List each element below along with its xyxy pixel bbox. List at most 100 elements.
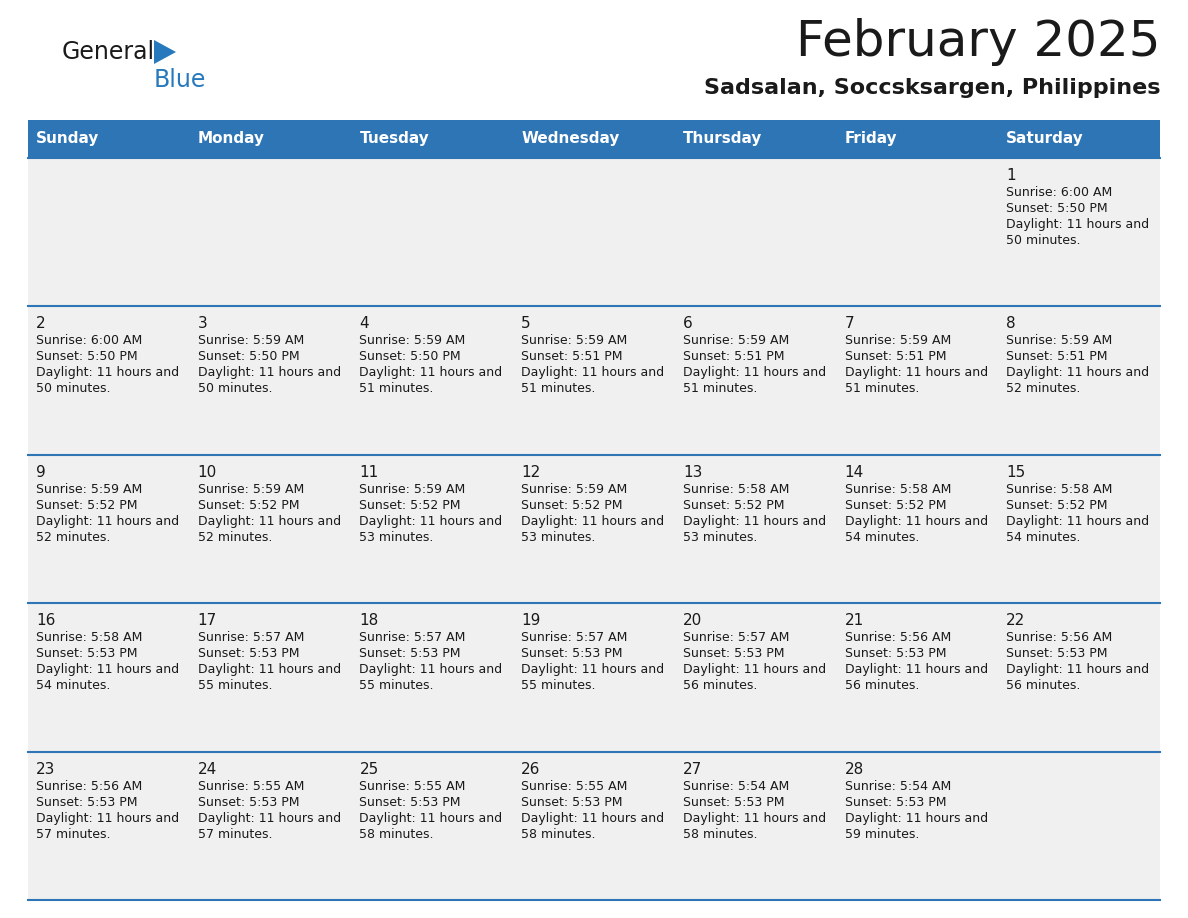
Text: Sunset: 5:52 PM: Sunset: 5:52 PM (522, 498, 623, 512)
Text: Sunrise: 5:57 AM: Sunrise: 5:57 AM (197, 632, 304, 644)
Text: 15: 15 (1006, 465, 1025, 480)
Text: 12: 12 (522, 465, 541, 480)
Text: 57 minutes.: 57 minutes. (197, 828, 272, 841)
Bar (836, 120, 998, 158)
Text: 17: 17 (197, 613, 217, 628)
Text: Thursday: Thursday (683, 131, 763, 147)
Bar (29, 307, 1159, 454)
Text: Daylight: 11 hours and: Daylight: 11 hours and (197, 366, 341, 379)
Text: 18: 18 (360, 613, 379, 628)
Text: Sunset: 5:53 PM: Sunset: 5:53 PM (36, 796, 138, 809)
Text: Daylight: 11 hours and: Daylight: 11 hours and (845, 812, 987, 824)
Text: 56 minutes.: 56 minutes. (1006, 679, 1081, 692)
Text: 5: 5 (522, 317, 531, 331)
Text: 55 minutes.: 55 minutes. (360, 679, 434, 692)
Bar (352, 120, 513, 158)
Text: Sunrise: 5:58 AM: Sunrise: 5:58 AM (845, 483, 950, 496)
Text: Sunrise: 5:59 AM: Sunrise: 5:59 AM (197, 334, 304, 347)
Text: General: General (62, 40, 156, 64)
Text: Daylight: 11 hours and: Daylight: 11 hours and (36, 366, 179, 379)
Text: Daylight: 11 hours and: Daylight: 11 hours and (845, 366, 987, 379)
Bar (998, 120, 1159, 158)
Text: Sunset: 5:52 PM: Sunset: 5:52 PM (360, 498, 461, 512)
Text: 4: 4 (360, 317, 369, 331)
Text: Sunset: 5:52 PM: Sunset: 5:52 PM (845, 498, 946, 512)
Text: Sunrise: 5:59 AM: Sunrise: 5:59 AM (197, 483, 304, 496)
Text: Sunrise: 5:59 AM: Sunrise: 5:59 AM (522, 334, 627, 347)
Text: 55 minutes.: 55 minutes. (522, 679, 595, 692)
Text: Sunrise: 5:56 AM: Sunrise: 5:56 AM (845, 632, 950, 644)
Text: 52 minutes.: 52 minutes. (197, 531, 272, 543)
Text: Sunrise: 5:56 AM: Sunrise: 5:56 AM (36, 779, 143, 792)
Text: Sunset: 5:53 PM: Sunset: 5:53 PM (360, 647, 461, 660)
Text: Sunset: 5:51 PM: Sunset: 5:51 PM (683, 351, 784, 364)
Bar (29, 158, 1159, 307)
Text: Daylight: 11 hours and: Daylight: 11 hours and (522, 515, 664, 528)
Text: 54 minutes.: 54 minutes. (1006, 531, 1081, 543)
Text: Daylight: 11 hours and: Daylight: 11 hours and (683, 366, 826, 379)
Text: Sunrise: 5:55 AM: Sunrise: 5:55 AM (360, 779, 466, 792)
Text: Daylight: 11 hours and: Daylight: 11 hours and (522, 663, 664, 677)
Text: Sunrise: 5:56 AM: Sunrise: 5:56 AM (1006, 632, 1112, 644)
Text: Sunrise: 5:55 AM: Sunrise: 5:55 AM (522, 779, 627, 792)
Bar (190, 120, 352, 158)
Text: 56 minutes.: 56 minutes. (845, 679, 920, 692)
Text: Friday: Friday (845, 131, 897, 147)
Text: Sunrise: 5:58 AM: Sunrise: 5:58 AM (683, 483, 789, 496)
Text: Sunrise: 5:57 AM: Sunrise: 5:57 AM (360, 632, 466, 644)
Text: Daylight: 11 hours and: Daylight: 11 hours and (360, 366, 503, 379)
Text: 27: 27 (683, 762, 702, 777)
Text: 1: 1 (1006, 168, 1016, 183)
Text: Daylight: 11 hours and: Daylight: 11 hours and (36, 812, 179, 824)
Bar (29, 454, 1159, 603)
Text: Sunset: 5:52 PM: Sunset: 5:52 PM (683, 498, 784, 512)
Text: Daylight: 11 hours and: Daylight: 11 hours and (683, 663, 826, 677)
Text: Wednesday: Wednesday (522, 131, 619, 147)
Text: 6: 6 (683, 317, 693, 331)
Text: Daylight: 11 hours and: Daylight: 11 hours and (1006, 515, 1150, 528)
Text: 7: 7 (845, 317, 854, 331)
Text: Blue: Blue (154, 68, 207, 92)
Text: 55 minutes.: 55 minutes. (197, 679, 272, 692)
Bar (29, 752, 1159, 900)
Text: Daylight: 11 hours and: Daylight: 11 hours and (360, 515, 503, 528)
Text: Sunset: 5:50 PM: Sunset: 5:50 PM (360, 351, 461, 364)
Text: Sunset: 5:53 PM: Sunset: 5:53 PM (683, 796, 784, 809)
Text: 58 minutes.: 58 minutes. (522, 828, 595, 841)
Text: 25: 25 (360, 762, 379, 777)
Text: Sunset: 5:51 PM: Sunset: 5:51 PM (845, 351, 946, 364)
Text: 51 minutes.: 51 minutes. (845, 383, 920, 396)
Text: 53 minutes.: 53 minutes. (360, 531, 434, 543)
Text: Sunset: 5:53 PM: Sunset: 5:53 PM (197, 647, 299, 660)
Text: Sunrise: 5:58 AM: Sunrise: 5:58 AM (36, 632, 143, 644)
Text: 28: 28 (845, 762, 864, 777)
Text: Daylight: 11 hours and: Daylight: 11 hours and (36, 663, 179, 677)
Bar (29, 603, 1159, 752)
Text: 20: 20 (683, 613, 702, 628)
Text: 58 minutes.: 58 minutes. (360, 828, 434, 841)
Text: Sadsalan, Soccsksargen, Philippines: Sadsalan, Soccsksargen, Philippines (703, 78, 1159, 98)
Text: Sunday: Sunday (36, 131, 100, 147)
Text: 8: 8 (1006, 317, 1016, 331)
Text: 26: 26 (522, 762, 541, 777)
Text: Sunset: 5:53 PM: Sunset: 5:53 PM (197, 796, 299, 809)
Text: Sunset: 5:53 PM: Sunset: 5:53 PM (845, 796, 946, 809)
Text: 53 minutes.: 53 minutes. (683, 531, 757, 543)
Text: Sunrise: 5:59 AM: Sunrise: 5:59 AM (1006, 334, 1112, 347)
Text: 57 minutes.: 57 minutes. (36, 828, 110, 841)
Text: 56 minutes.: 56 minutes. (683, 679, 757, 692)
Text: 22: 22 (1006, 613, 1025, 628)
Text: Sunrise: 6:00 AM: Sunrise: 6:00 AM (1006, 186, 1112, 199)
Text: Sunrise: 5:59 AM: Sunrise: 5:59 AM (36, 483, 143, 496)
Text: Daylight: 11 hours and: Daylight: 11 hours and (522, 812, 664, 824)
Text: 59 minutes.: 59 minutes. (845, 828, 920, 841)
Text: Daylight: 11 hours and: Daylight: 11 hours and (845, 663, 987, 677)
Text: Daylight: 11 hours and: Daylight: 11 hours and (683, 515, 826, 528)
Text: Sunrise: 5:58 AM: Sunrise: 5:58 AM (1006, 483, 1113, 496)
Text: Daylight: 11 hours and: Daylight: 11 hours and (197, 515, 341, 528)
Text: Sunrise: 5:54 AM: Sunrise: 5:54 AM (845, 779, 950, 792)
Text: 9: 9 (36, 465, 46, 480)
Text: Sunset: 5:53 PM: Sunset: 5:53 PM (1006, 647, 1107, 660)
Text: Sunset: 5:53 PM: Sunset: 5:53 PM (36, 647, 138, 660)
Text: Sunrise: 5:59 AM: Sunrise: 5:59 AM (683, 334, 789, 347)
